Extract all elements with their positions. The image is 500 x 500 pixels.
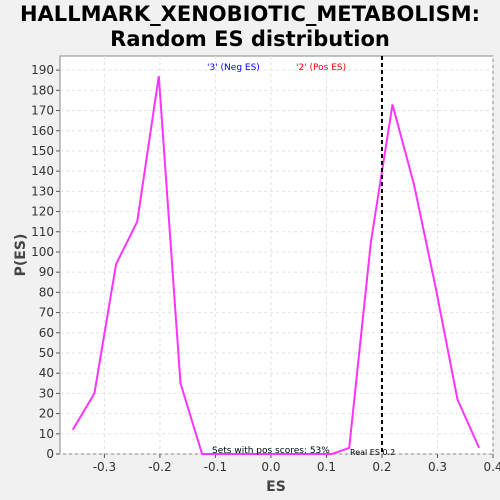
y-tick-label: 90: [39, 265, 54, 279]
y-tick-label: 120: [31, 205, 54, 219]
y-tick-label: 170: [31, 104, 54, 118]
x-tick-label: -0.2: [148, 460, 171, 474]
legend-pos-es: '2' (Pos ES): [296, 63, 346, 73]
x-axis-title: ES: [266, 479, 286, 495]
y-tick-label: 110: [31, 225, 54, 239]
x-tick-label: -0.1: [204, 460, 227, 474]
x-tick-label: 0.0: [261, 460, 280, 474]
y-tick-label: 100: [31, 245, 54, 259]
y-tick-label: 60: [39, 326, 54, 340]
pos-scores-annotation: Sets with pos scores: 53%: [212, 446, 330, 456]
y-tick-label: 190: [31, 63, 54, 77]
y-tick-label: 150: [31, 144, 54, 158]
y-tick-label: 80: [39, 285, 54, 299]
legend-neg-es: '3' (Neg ES): [207, 63, 260, 73]
chart-title-line-2: Random ES distribution: [110, 27, 390, 51]
real-es-annotation: Real ES 0.2: [350, 448, 395, 457]
y-tick-label: 40: [39, 366, 54, 380]
y-tick-label: 180: [31, 83, 54, 97]
y-tick-label: 50: [39, 346, 54, 360]
chart-title-line-1: HALLMARK_XENOBIOTIC_METABOLISM:: [19, 2, 481, 26]
grid: [60, 56, 494, 455]
series-layer: [71, 76, 481, 455]
y-tick-label: 70: [39, 306, 54, 320]
x-tick-label: 0.4: [483, 460, 500, 474]
chart-title: HALLMARK_XENOBIOTIC_METABOLISM: Random E…: [0, 2, 500, 52]
y-axis-title: P(ES): [13, 234, 29, 277]
y-tick-label: 10: [39, 427, 54, 441]
x-tick-label: 0.3: [428, 460, 447, 474]
axis-ticks: 0 10 20 30 40 50 60 70 80 90 100 110 120 130 140 150 160…: [31, 63, 500, 474]
x-tick-label: 0.2: [372, 460, 391, 474]
x-tick-label: 0.1: [317, 460, 336, 474]
x-tick-label: -0.3: [93, 460, 116, 474]
y-tick-label: 160: [31, 124, 54, 138]
y-tick-label: 0: [46, 447, 54, 461]
plot-area: [59, 55, 494, 455]
es-distribution-line: [71, 76, 481, 455]
y-tick-label: 20: [39, 407, 54, 421]
y-tick-label: 30: [39, 386, 54, 400]
y-tick-label: 140: [31, 164, 54, 178]
y-tick-label: 130: [31, 184, 54, 198]
